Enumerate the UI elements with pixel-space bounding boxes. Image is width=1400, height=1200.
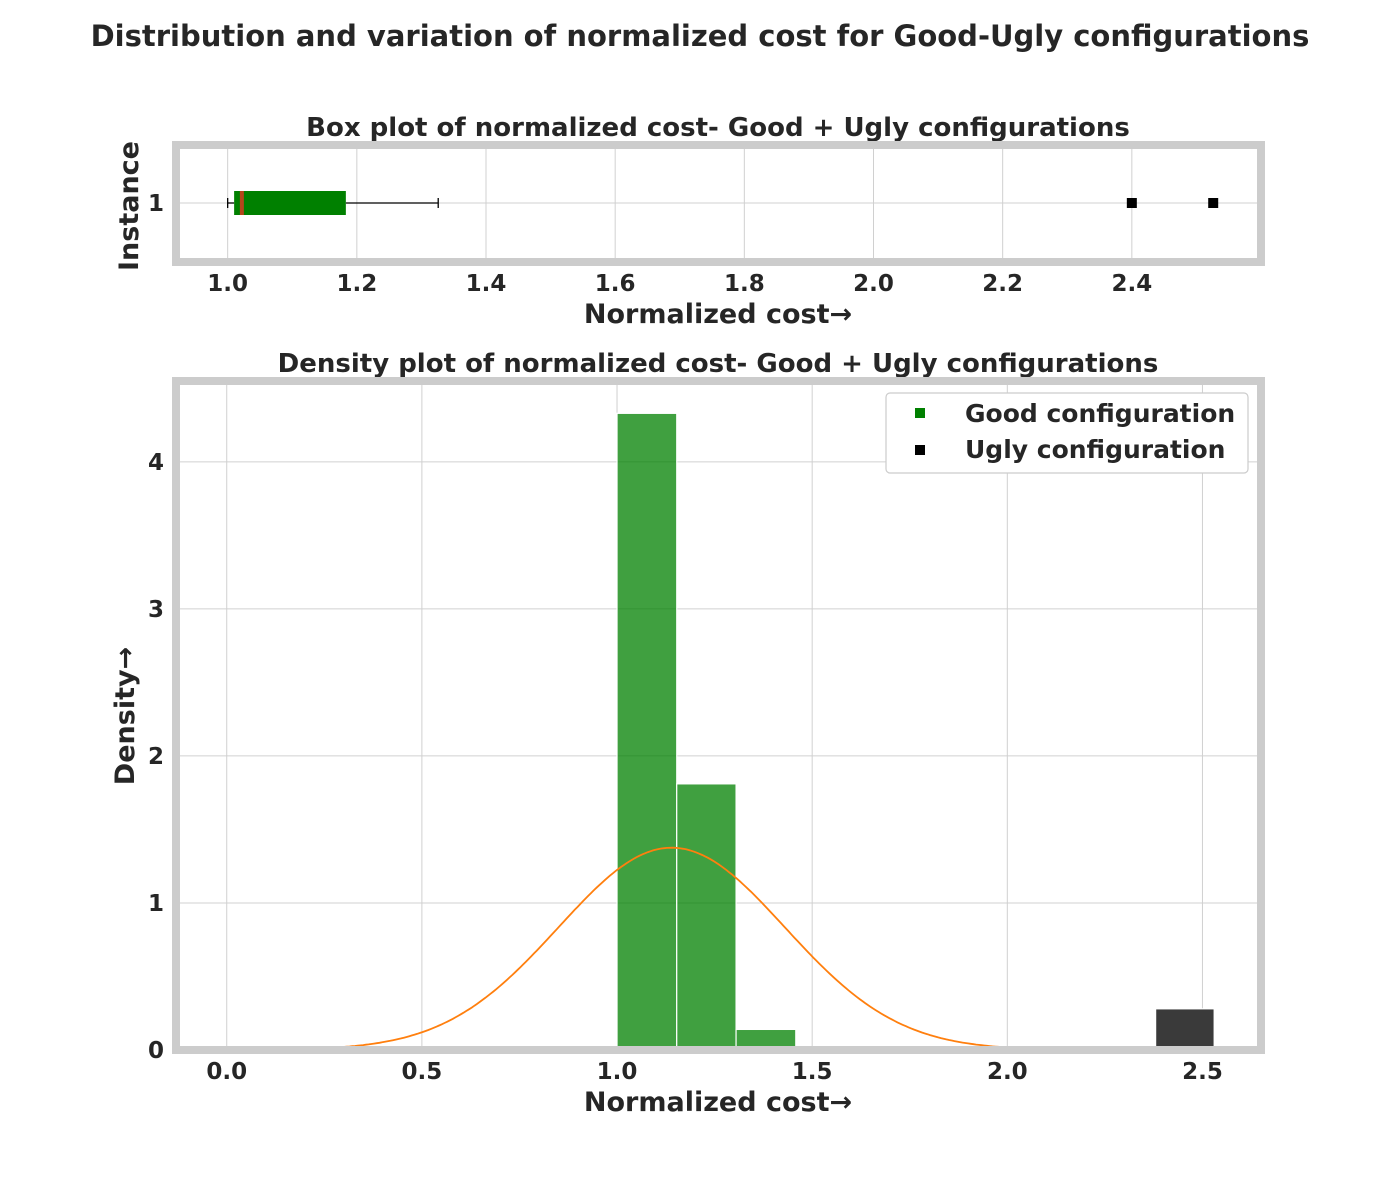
- box-outlier: [1208, 198, 1219, 208]
- density-plot-y-ticks: 0 1 2 3 4: [148, 450, 164, 1064]
- legend-label-ugly: Ugly configuration: [965, 435, 1225, 464]
- box-x-tick-label: 1.4: [466, 271, 507, 297]
- legend-marker-good: [915, 408, 925, 418]
- legend-box: [885, 392, 1249, 474]
- box-plot-y-label: Instance: [114, 141, 145, 271]
- density-x-tick-label: 0.0: [206, 1059, 247, 1085]
- box-x-tick-label: 1.2: [336, 271, 377, 297]
- legend-marker-ugly: [915, 445, 925, 455]
- density-x-tick-label: 1.0: [597, 1059, 638, 1085]
- density-plot-x-label: Normalized cost→: [584, 1087, 852, 1118]
- density-y-tick-label: 2: [148, 744, 164, 770]
- density-x-tick-label: 0.5: [402, 1059, 443, 1085]
- density-plot-y-label: Density→: [110, 647, 141, 785]
- box-plot-x-label: Normalized cost→: [584, 299, 852, 330]
- legend-label-good: Good configuration: [965, 399, 1235, 428]
- density-y-tick-label: 4: [148, 450, 164, 476]
- box-x-tick-label: 1.6: [595, 271, 636, 297]
- box-plot-title: Box plot of normalized cost- Good + Ugly…: [306, 113, 1130, 143]
- box-plot-y-ticks: 1: [148, 191, 164, 217]
- density-plot-panel: Density plot of normalized cost- Good + …: [110, 349, 1265, 1118]
- legend: Good configuration Ugly configuration: [885, 392, 1249, 474]
- density-plot-bars: [616, 412, 1215, 1051]
- box-plot-panel: Box plot of normalized cost- Good + Ugly…: [114, 113, 1265, 330]
- density-plot-grid: [176, 381, 1261, 1051]
- density-y-tick-label: 1: [148, 891, 164, 917]
- density-plot-title: Density plot of normalized cost- Good + …: [278, 349, 1159, 379]
- density-x-tick-label: 1.5: [792, 1059, 833, 1085]
- density-y-tick-label: 3: [148, 597, 164, 623]
- box-plot-marks: [227, 191, 1219, 215]
- density-plot-x-ticks: 0.0 0.5 1.0 1.5 2.0 2.5: [206, 1059, 1222, 1085]
- box-outlier: [1126, 198, 1137, 208]
- density-x-tick-label: 2.5: [1182, 1059, 1223, 1085]
- box-x-tick-label: 1.0: [207, 271, 248, 297]
- density-plot-frame: [172, 377, 1265, 1054]
- histogram-bar-good: [616, 412, 678, 1051]
- box-x-tick-label: 2.0: [853, 271, 894, 297]
- box-x-tick-label: 2.2: [982, 271, 1023, 297]
- histogram-bar-ugly: [1155, 1008, 1215, 1051]
- suptitle: Distribution and variation of normalized…: [91, 19, 1310, 53]
- density-y-tick-label: 0: [148, 1038, 164, 1064]
- box-iqr: [234, 191, 346, 215]
- box-x-tick-label: 2.4: [1111, 271, 1152, 297]
- box-plot-x-ticks: 1.0 1.2 1.4 1.6 1.8 2.0 2.2 2.4: [207, 271, 1152, 297]
- histogram-bar-good: [676, 783, 737, 1051]
- box-y-tick-label: 1: [148, 191, 164, 217]
- box-x-tick-label: 1.8: [724, 271, 765, 297]
- density-x-tick-label: 2.0: [987, 1059, 1028, 1085]
- box-plot-frame: [172, 141, 1265, 266]
